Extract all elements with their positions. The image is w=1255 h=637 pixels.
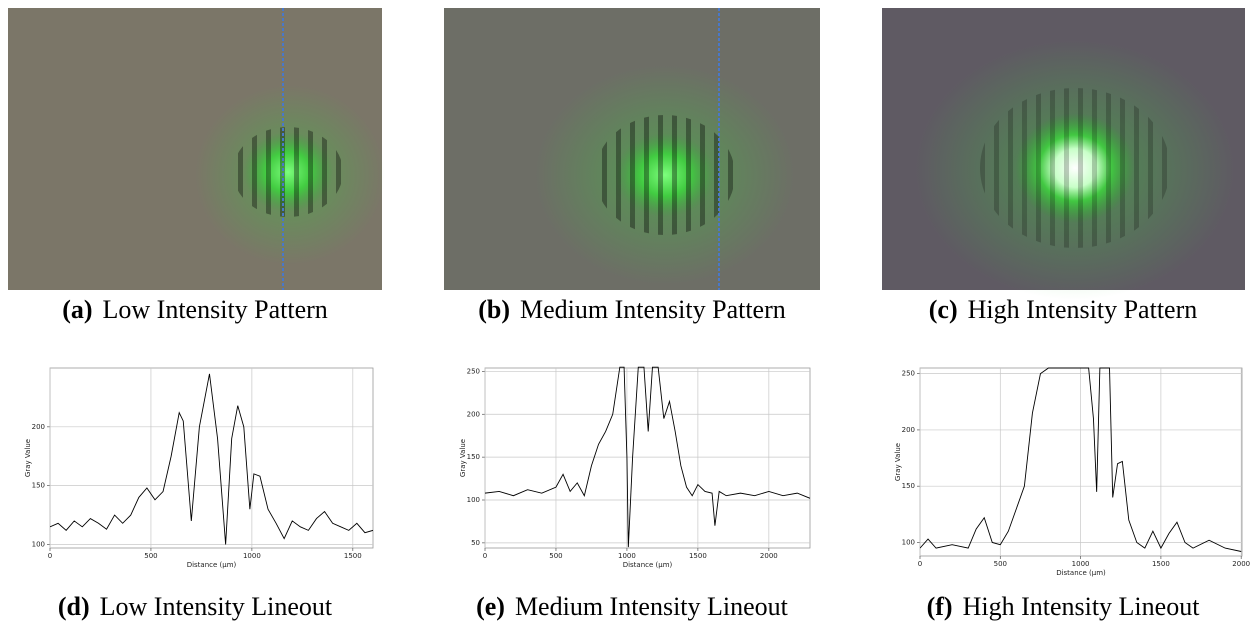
y-tick-label: 200: [902, 426, 915, 434]
caption-text: Medium Intensity Pattern: [520, 295, 786, 324]
caption-label: (f): [927, 592, 953, 621]
line: [485, 366, 810, 548]
x-tick-label: 2000: [760, 552, 778, 560]
x-tick-label: 1000: [618, 552, 636, 560]
x-tick-label: 0: [48, 552, 52, 560]
caption: (f) High Intensity Lineout: [927, 592, 1201, 621]
caption: (b) Medium Intensity Pattern: [478, 295, 786, 324]
y-tick-label: 100: [902, 538, 915, 546]
x-tick-label: 500: [549, 552, 562, 560]
caption-label: (d): [58, 592, 90, 621]
y-axis-label: Gray Value: [24, 439, 32, 477]
x-tick-label: 1000: [1072, 560, 1090, 568]
caption-label: (e): [476, 592, 505, 621]
caption-text: High Intensity Lineout: [963, 592, 1201, 621]
plot-frame: [919, 367, 1243, 557]
y-axis-label: Gray Value: [894, 443, 902, 481]
x-axis-label: Distance (µm): [1056, 569, 1106, 577]
line: [920, 367, 1242, 552]
x-tick-label: 0: [918, 560, 922, 568]
caption: (d) Low Intensity Lineout: [58, 592, 333, 621]
x-tick-label: 1500: [344, 552, 362, 560]
chart: 100 150 200 0 500 1000 1500 Distance (µm) Gray V…: [24, 367, 374, 569]
x-axis-label: Distance (µm): [187, 561, 237, 569]
x-tick-label: 500: [144, 552, 157, 560]
y-tick-label: 100: [467, 496, 480, 504]
y-tick-label: 200: [467, 410, 480, 418]
x-tick-label: 2000: [1232, 560, 1250, 568]
y-tick-label: 150: [902, 482, 915, 490]
image-a: [8, 8, 385, 290]
caption-label: (c): [929, 295, 958, 324]
y-tick-label: 150: [32, 482, 45, 490]
image-b: [444, 8, 820, 290]
x-tick-label: 1500: [689, 552, 707, 560]
x-tick-label: 1500: [1152, 560, 1170, 568]
line: [50, 373, 373, 545]
caption: (e) Medium Intensity Lineout: [476, 592, 789, 621]
y-tick-label: 250: [902, 370, 915, 378]
caption-label: (b): [478, 295, 510, 324]
y-tick-label: 50: [471, 539, 480, 547]
y-axis-label: Gray Value: [459, 439, 467, 477]
plot-frame: [484, 367, 811, 549]
chart: 50 100 150 200 250 0 500 1000 1500 2000 Distance (…: [459, 366, 811, 569]
x-axis-label: Distance (µm): [623, 561, 673, 569]
caption-text: Low Intensity Pattern: [103, 295, 328, 324]
caption-label: (a): [62, 295, 92, 324]
chart: 100 150 200 250 0 500 1000 1500 2000 Distance (µm…: [894, 367, 1250, 577]
x-tick-label: 500: [994, 560, 1007, 568]
caption-text: High Intensity Pattern: [968, 295, 1198, 324]
x-tick-label: 1000: [243, 552, 261, 560]
caption: (c) High Intensity Pattern: [929, 295, 1198, 324]
y-tick-label: 200: [32, 423, 45, 431]
image-c: [882, 8, 1245, 300]
caption-text: Low Intensity Lineout: [100, 592, 333, 621]
caption: (a) Low Intensity Pattern: [62, 295, 328, 324]
plot-frame: [49, 367, 374, 549]
caption-text: Medium Intensity Lineout: [515, 592, 789, 621]
x-tick-label: 0: [483, 552, 487, 560]
y-tick-label: 150: [467, 453, 480, 461]
y-tick-label: 100: [32, 540, 45, 548]
y-tick-label: 250: [467, 367, 480, 375]
